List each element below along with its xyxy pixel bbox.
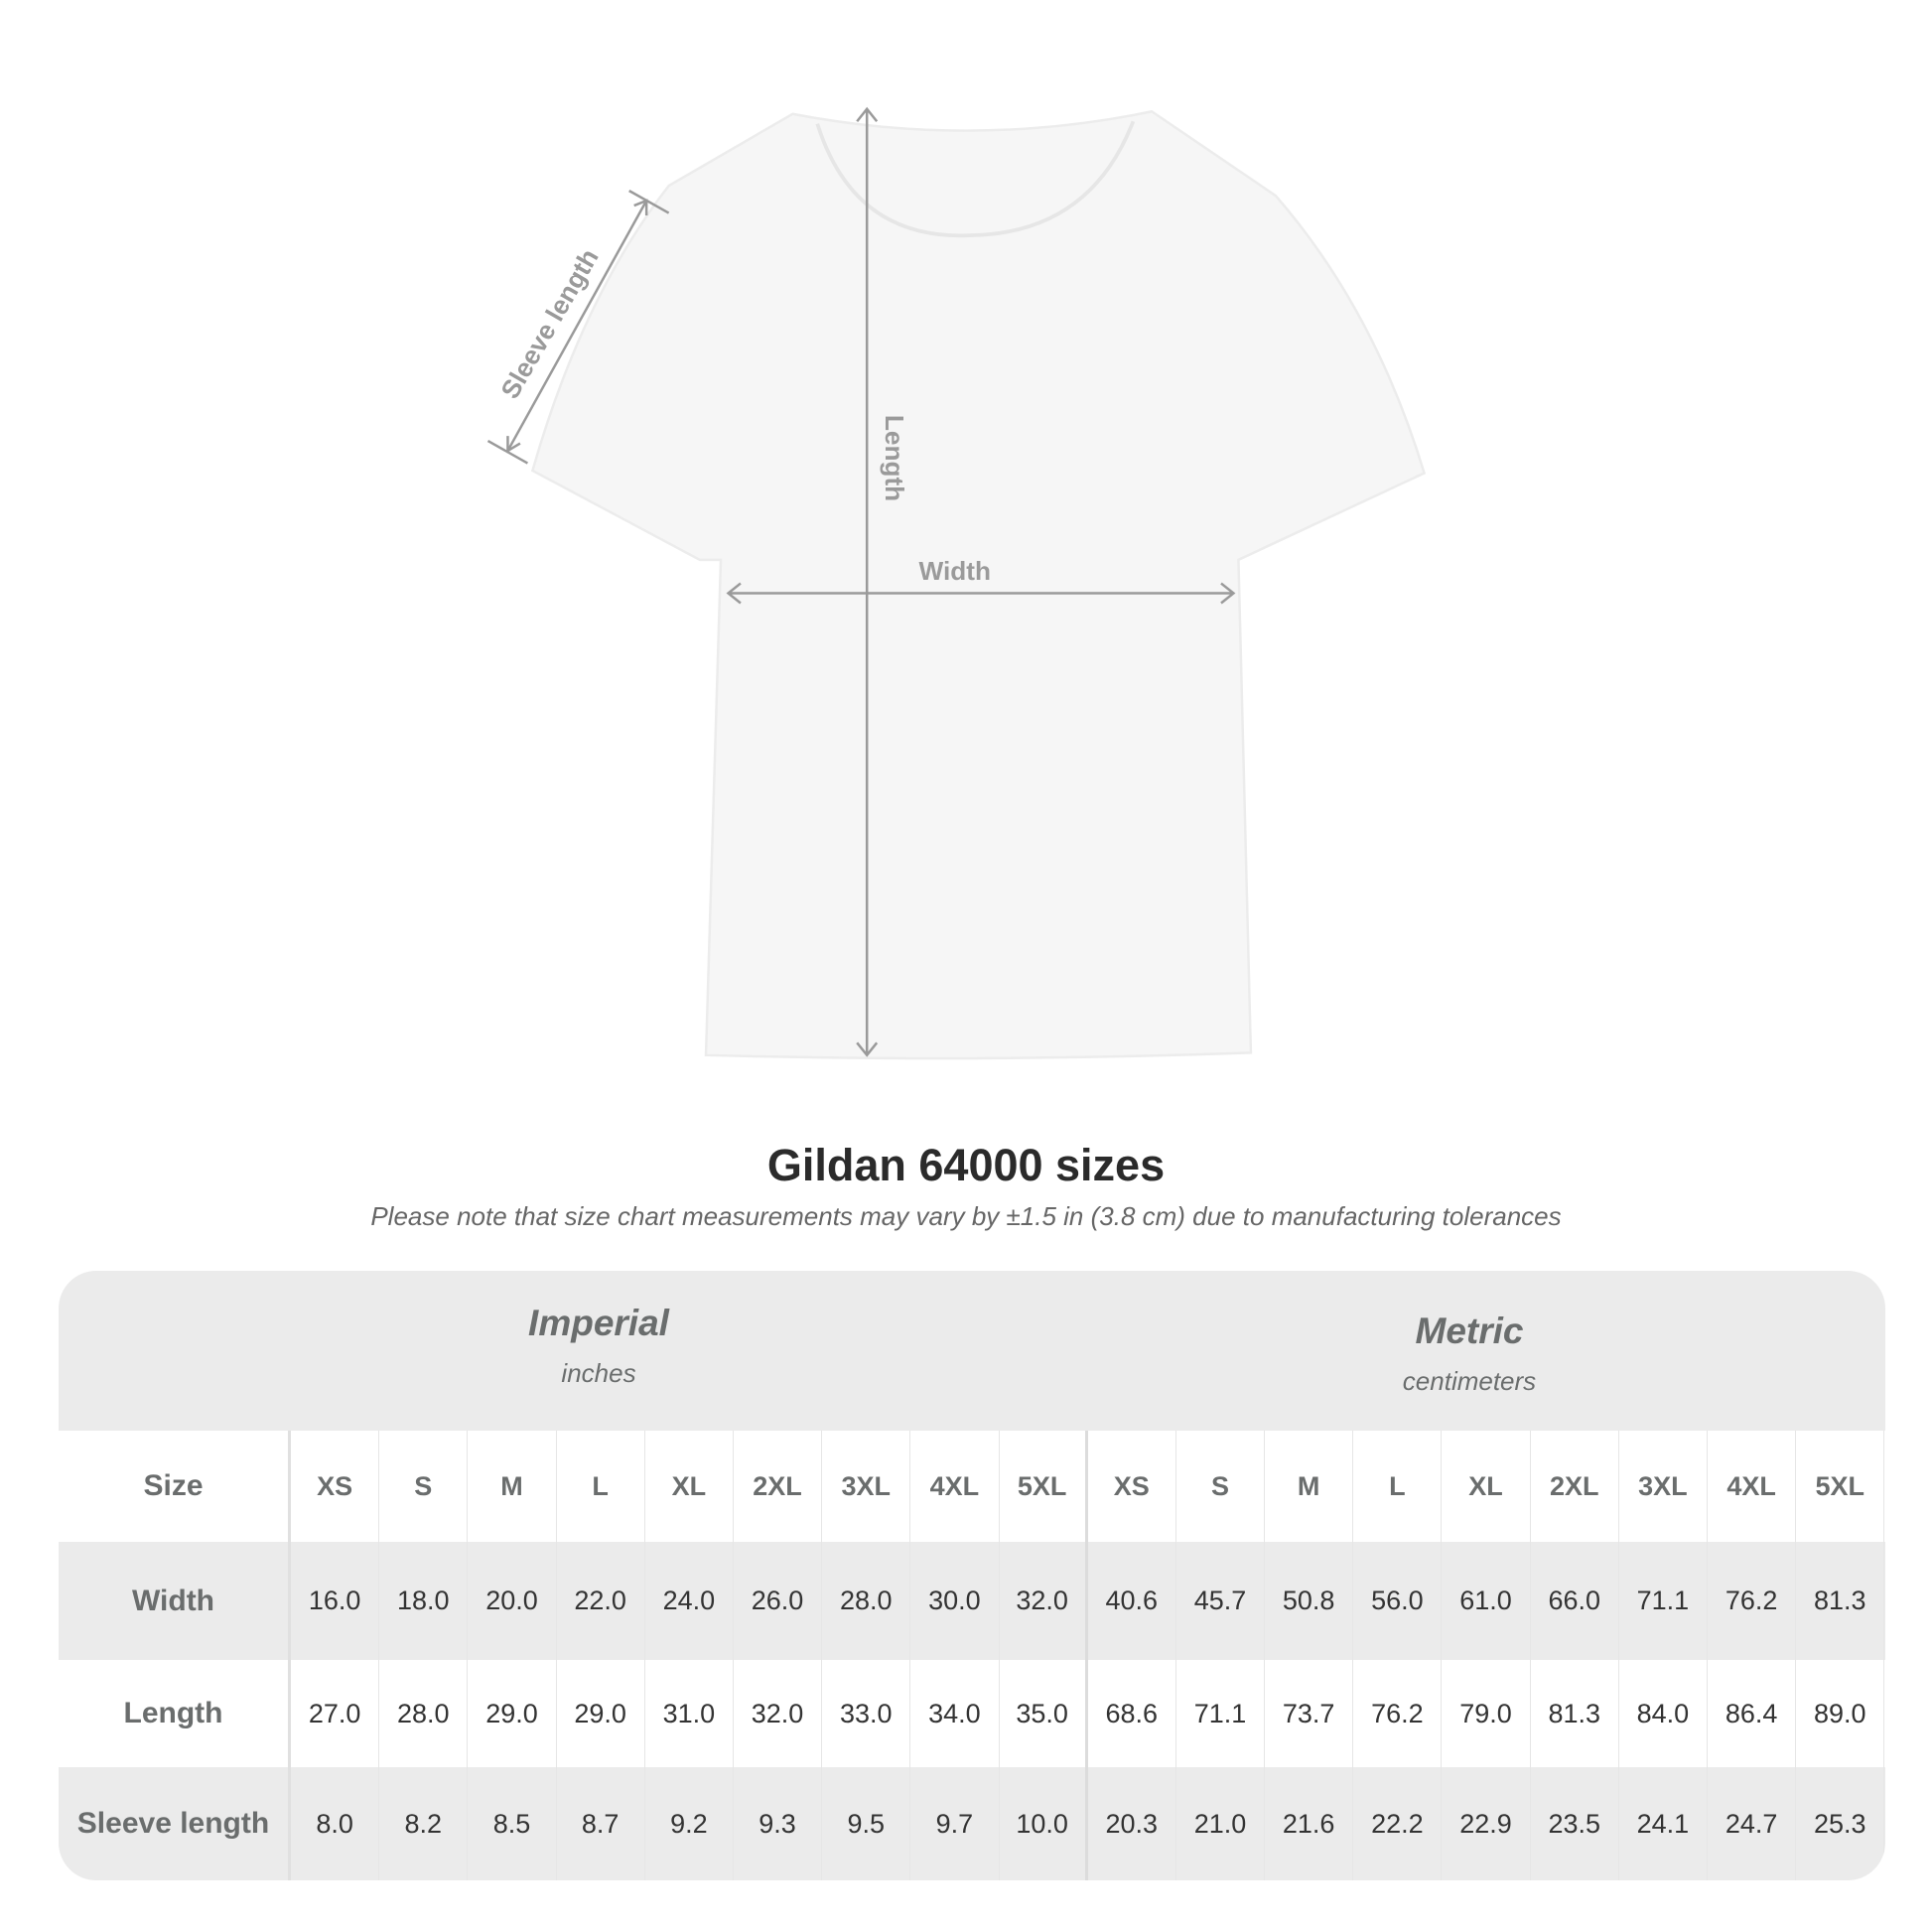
table-cell: 89.0 bbox=[1796, 1660, 1885, 1767]
table-cell: L bbox=[1353, 1431, 1443, 1542]
table-cell: S bbox=[1176, 1431, 1266, 1542]
table-cell: 29.0 bbox=[468, 1660, 557, 1767]
sleeve-length-row: Sleeve length 8.0 8.2 8.5 8.7 9.2 9.3 9.5 9.7 10.… bbox=[59, 1767, 1885, 1880]
table-cell: M bbox=[1265, 1431, 1354, 1542]
table-cell: 71.1 bbox=[1619, 1542, 1708, 1660]
table-cell: 29.0 bbox=[557, 1660, 645, 1767]
imperial-header: Imperial inches bbox=[528, 1303, 669, 1388]
table-cell: 24.1 bbox=[1619, 1767, 1708, 1880]
table-cell: 84.0 bbox=[1619, 1660, 1708, 1767]
table-cell: 50.8 bbox=[1265, 1542, 1354, 1660]
table-cell: 8.2 bbox=[379, 1767, 469, 1880]
table-cell: XL bbox=[645, 1431, 734, 1542]
table-cell: 81.3 bbox=[1531, 1660, 1619, 1767]
row-label: Sleeve length bbox=[59, 1767, 291, 1880]
table-cell: XL bbox=[1442, 1431, 1531, 1542]
table-cell: 23.5 bbox=[1531, 1767, 1619, 1880]
tolerance-note: Please note that size chart measurements… bbox=[370, 1201, 1562, 1231]
table-cell: 61.0 bbox=[1442, 1542, 1531, 1660]
table-cell: 73.7 bbox=[1265, 1660, 1354, 1767]
table-cell: 4XL bbox=[1708, 1431, 1797, 1542]
table-cell: 2XL bbox=[734, 1431, 823, 1542]
table-cell: 8.7 bbox=[557, 1767, 645, 1880]
table-cell: S bbox=[379, 1431, 469, 1542]
table-cell: 56.0 bbox=[1353, 1542, 1443, 1660]
table-cell: 66.0 bbox=[1531, 1542, 1619, 1660]
table-cell: 16.0 bbox=[291, 1542, 380, 1660]
width-row: Width 16.0 18.0 20.0 22.0 24.0 26.0 28.0 30.0 32.… bbox=[59, 1542, 1885, 1660]
table-cell: 9.5 bbox=[822, 1767, 911, 1880]
table-cell: 28.0 bbox=[822, 1542, 911, 1660]
sleeve-arrow bbox=[506, 200, 648, 452]
table-cell: M bbox=[468, 1431, 557, 1542]
table-cell: 20.3 bbox=[1088, 1767, 1176, 1880]
table-cell: 10.0 bbox=[1000, 1767, 1088, 1880]
table-cell: 32.0 bbox=[1000, 1542, 1088, 1660]
table-cell: XS bbox=[291, 1431, 380, 1542]
table-cell: 8.5 bbox=[468, 1767, 557, 1880]
table-cell: 4XL bbox=[910, 1431, 1000, 1542]
table-cell: 9.3 bbox=[734, 1767, 823, 1880]
table-cell: 2XL bbox=[1531, 1431, 1619, 1542]
length-label: Length bbox=[880, 415, 909, 501]
table-cell: 30.0 bbox=[910, 1542, 1000, 1660]
table-cell: 68.6 bbox=[1088, 1660, 1176, 1767]
collar bbox=[815, 120, 1136, 238]
table-cell: 21.6 bbox=[1265, 1767, 1354, 1880]
table-cell: 76.2 bbox=[1353, 1660, 1443, 1767]
table-cell: XS bbox=[1088, 1431, 1176, 1542]
table-header: Imperial inches Metric centimeters bbox=[59, 1271, 1885, 1431]
metric-header: Metric centimeters bbox=[1402, 1311, 1537, 1396]
row-label: Size bbox=[59, 1431, 291, 1542]
table-cell: 35.0 bbox=[1000, 1660, 1088, 1767]
table-cell: 9.7 bbox=[910, 1767, 1000, 1880]
table-cell: 27.0 bbox=[291, 1660, 380, 1767]
row-label: Length bbox=[59, 1660, 291, 1767]
table-cell: 8.0 bbox=[291, 1767, 380, 1880]
table-cell: 40.6 bbox=[1088, 1542, 1176, 1660]
width-label: Width bbox=[919, 556, 991, 586]
length-row: Length 27.0 28.0 29.0 29.0 31.0 32.0 33.0 34.0 35… bbox=[59, 1660, 1885, 1767]
table-cell: 26.0 bbox=[734, 1542, 823, 1660]
table-cell: 71.1 bbox=[1176, 1660, 1266, 1767]
table-cell: 5XL bbox=[1000, 1431, 1088, 1542]
table-cell: 24.7 bbox=[1708, 1767, 1797, 1880]
table-cell: 32.0 bbox=[734, 1660, 823, 1767]
table-cell: 79.0 bbox=[1442, 1660, 1531, 1767]
table-cell: 86.4 bbox=[1708, 1660, 1797, 1767]
table-cell: 22.9 bbox=[1442, 1767, 1531, 1880]
table-cell: 31.0 bbox=[645, 1660, 734, 1767]
table-cell: 81.3 bbox=[1796, 1542, 1885, 1660]
table-cell: 25.3 bbox=[1796, 1767, 1885, 1880]
table-cell: 34.0 bbox=[910, 1660, 1000, 1767]
table-cell: 5XL bbox=[1796, 1431, 1885, 1542]
page-title: Gildan 64000 sizes bbox=[766, 1140, 1166, 1190]
size-row: Size XS S M L XL 2XL 3XL 4XL 5XL XS S M L XL 2XL 3XL 4XL 5… bbox=[59, 1431, 1885, 1542]
table-cell: 22.0 bbox=[557, 1542, 645, 1660]
row-label: Width bbox=[59, 1542, 291, 1660]
table-cell: 9.2 bbox=[645, 1767, 734, 1880]
table-cell: 3XL bbox=[822, 1431, 911, 1542]
table-cell: 24.0 bbox=[645, 1542, 734, 1660]
table-cell: 21.0 bbox=[1176, 1767, 1266, 1880]
size-table: Imperial inches Metric centimeters Size X… bbox=[59, 1271, 1885, 1880]
table-cell: 18.0 bbox=[379, 1542, 469, 1660]
table-cell: 45.7 bbox=[1176, 1542, 1266, 1660]
table-cell: 22.2 bbox=[1353, 1767, 1443, 1880]
table-cell: 28.0 bbox=[379, 1660, 469, 1767]
tshirt-shape bbox=[530, 109, 1427, 1060]
table-cell: L bbox=[557, 1431, 645, 1542]
table-cell: 76.2 bbox=[1708, 1542, 1797, 1660]
table-cell: 33.0 bbox=[822, 1660, 911, 1767]
table-cell: 3XL bbox=[1619, 1431, 1708, 1542]
table-cell: 20.0 bbox=[468, 1542, 557, 1660]
